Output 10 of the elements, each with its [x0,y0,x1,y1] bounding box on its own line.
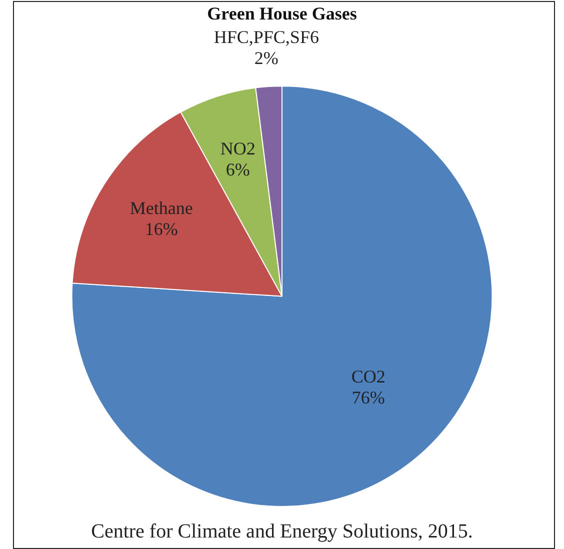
slice-label: CO2 [351,366,386,386]
slice-label: HFC,PFC,SF6 [214,26,319,47]
text: Centre for Climate and Energy Solutions, 2015. [91,520,473,542]
slice-label: Methane [130,198,193,218]
data-label: 76% [352,387,385,408]
data-label: 6% [226,160,250,180]
data-label: 2% [254,48,278,68]
slice-label: NO2 [220,138,256,159]
data-label: 16% [144,218,178,239]
chart-title: Green House Gases [207,3,357,24]
